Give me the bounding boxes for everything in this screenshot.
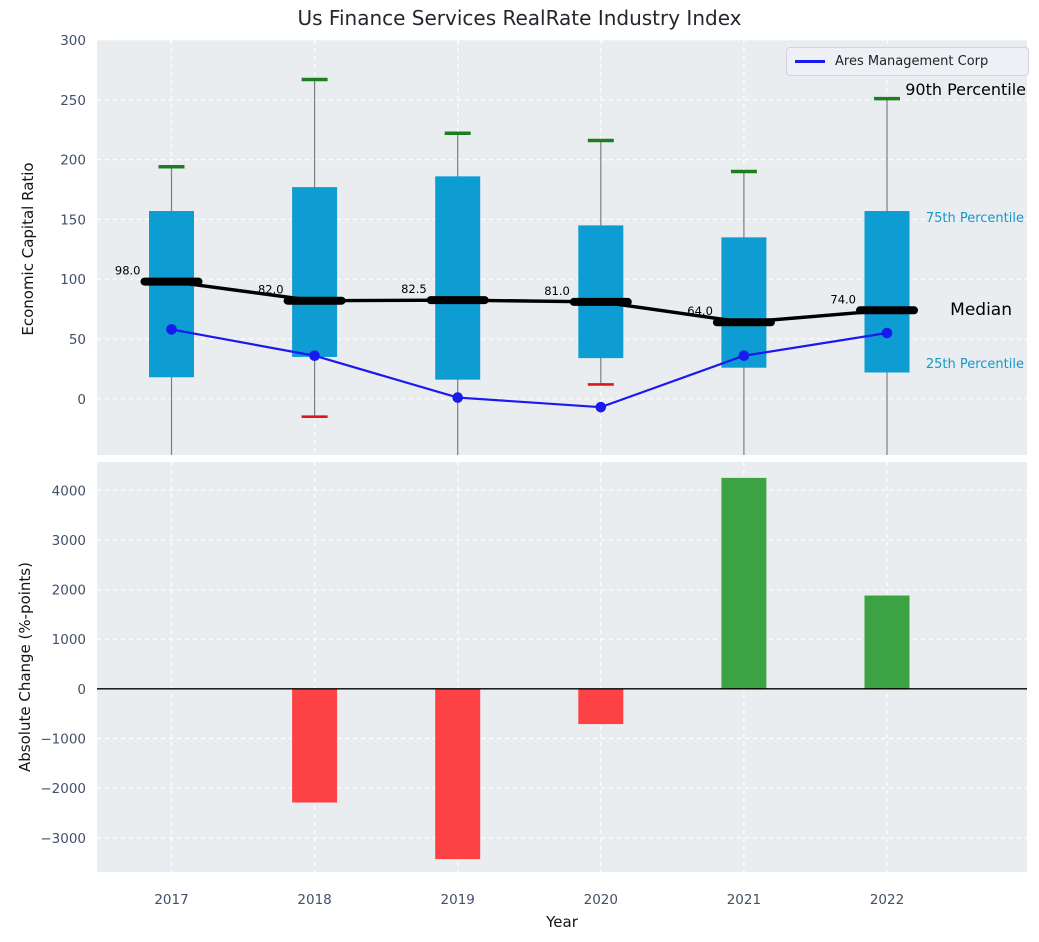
ytick-bottom-2000: 2000 xyxy=(52,583,86,599)
ares-point-2017 xyxy=(166,324,177,335)
ytick-bottom--2000: −2000 xyxy=(40,781,86,797)
ytick-top-150: 150 xyxy=(60,212,86,228)
ares-point-2019 xyxy=(452,392,464,403)
box-2017 xyxy=(149,211,194,378)
median-value-label-2020: 81.0 xyxy=(544,284,570,298)
ytick-bottom-4000: 4000 xyxy=(52,483,86,499)
ares-point-2021 xyxy=(738,350,750,362)
bar-2018 xyxy=(292,688,338,803)
ytick-bottom-0: 0 xyxy=(77,682,86,698)
box-2020 xyxy=(578,225,624,359)
ytick-top-300: 300 xyxy=(60,33,86,49)
bar-2019 xyxy=(435,688,481,860)
median-value-label-2017: 98.0 xyxy=(115,264,141,278)
ares-point-2018 xyxy=(309,350,320,362)
box-2021 xyxy=(721,237,767,368)
xtick-2022: 2022 xyxy=(870,892,904,908)
ares-point-2022 xyxy=(881,327,893,339)
ytick-bottom-3000: 3000 xyxy=(52,533,86,549)
ytick-top-50: 50 xyxy=(69,332,86,348)
legend: Ares Management Corp xyxy=(786,47,1029,76)
median-value-label-2021: 64.0 xyxy=(687,304,713,318)
annotation-90th-percentile: 90th Percentile xyxy=(905,80,1026,99)
median-value-label-2022: 74.0 xyxy=(830,292,856,306)
x-axis-label: Year xyxy=(546,913,578,931)
median-value-label-2019: 82.5 xyxy=(401,282,427,296)
xtick-2018: 2018 xyxy=(297,892,331,908)
median-value-label-2018: 82.0 xyxy=(258,283,284,297)
bar-2022 xyxy=(864,595,910,689)
xtick-2017: 2017 xyxy=(154,892,188,908)
chart-title: Us Finance Services RealRate Industry In… xyxy=(297,6,742,30)
ytick-bottom-1000: 1000 xyxy=(52,632,86,648)
annotation-25th-percentile: 25th Percentile xyxy=(925,357,1024,372)
bar-2020 xyxy=(578,688,624,725)
box-2018 xyxy=(292,187,338,357)
box-2019 xyxy=(435,176,481,380)
y-axis-label-top: Economic Capital Ratio xyxy=(19,162,37,336)
bar-2021 xyxy=(721,477,767,689)
legend-label: Ares Management Corp xyxy=(835,54,989,69)
ytick-top-0: 0 xyxy=(77,392,86,408)
ares-point-2020 xyxy=(595,401,607,413)
ytick-bottom--1000: −1000 xyxy=(40,731,86,747)
ytick-bottom--3000: −3000 xyxy=(40,831,86,847)
xtick-2019: 2019 xyxy=(441,892,475,908)
y-axis-label-bottom: Absolute Change (%-points) xyxy=(16,562,34,772)
ytick-top-250: 250 xyxy=(60,93,86,109)
xtick-2021: 2021 xyxy=(727,892,761,908)
ytick-top-200: 200 xyxy=(60,153,86,169)
ytick-top-100: 100 xyxy=(60,272,86,288)
xtick-2020: 2020 xyxy=(584,892,618,908)
ares-line xyxy=(171,328,888,409)
annotation-median: Median xyxy=(950,300,1012,320)
box-2022 xyxy=(864,211,910,373)
annotation-75th-percentile: 75th Percentile xyxy=(925,211,1024,226)
legend-line-icon xyxy=(795,60,825,63)
